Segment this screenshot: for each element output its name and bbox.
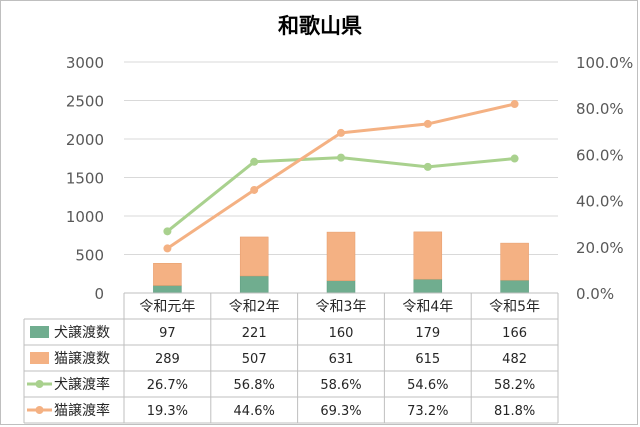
y-right-tick-label: 80.0% <box>576 100 624 118</box>
data-label: 221 <box>242 326 267 341</box>
y-left-tick-label: 3000 <box>66 54 104 72</box>
bar-dog-adoptions <box>239 275 269 294</box>
point-cat-rate <box>423 119 432 128</box>
bar-cat-adoptions <box>413 231 443 280</box>
data-label: 482 <box>502 352 527 367</box>
category-label: 令和3年 <box>316 299 367 315</box>
data-label: 69.3% <box>320 404 361 419</box>
category-label: 令和2年 <box>229 299 280 315</box>
data-label: 631 <box>329 352 354 367</box>
data-label: 26.7% <box>147 378 188 393</box>
line-dog-rate <box>166 156 515 233</box>
point-cat-rate <box>163 244 172 253</box>
bar-dog-adoptions <box>500 279 529 294</box>
y-left-tick-label: 0 <box>94 285 104 303</box>
legend-label: 猫譲渡率 <box>54 402 110 419</box>
point-dog-rate <box>163 227 172 236</box>
y-left-tick-label: 1000 <box>66 208 104 226</box>
legend-label: 犬譲渡数 <box>54 325 110 341</box>
y-left-tick-label: 2500 <box>66 93 104 111</box>
data-label: 97 <box>159 326 176 341</box>
category-label: 令和5年 <box>489 299 540 315</box>
data-label: 81.8% <box>494 404 535 419</box>
category-label: 令和元年 <box>139 299 195 315</box>
legend-key-point <box>35 406 44 414</box>
bar-dog-adoptions <box>326 280 356 294</box>
point-cat-rate <box>510 100 519 109</box>
bar-cat-adoptions <box>500 242 529 281</box>
bar-dog-adoptions <box>413 278 443 294</box>
y-right-tick-label: 40.0% <box>576 193 624 211</box>
data-label: 615 <box>415 352 440 367</box>
bar-cat-adoptions <box>239 236 269 277</box>
data-label: 56.8% <box>234 378 275 393</box>
data-label: 289 <box>155 352 180 367</box>
point-cat-rate <box>250 185 259 194</box>
data-label: 179 <box>415 326 440 341</box>
data-label: 58.2% <box>494 378 535 393</box>
point-dog-rate <box>250 157 259 166</box>
data-label: 73.2% <box>407 404 448 419</box>
y-left-tick-label: 2000 <box>66 131 104 149</box>
legend-label: 猫譲渡数 <box>54 351 110 367</box>
legend-key-bar <box>30 352 49 364</box>
line-cat-rate <box>166 102 515 250</box>
data-label: 507 <box>242 352 267 367</box>
y-right-tick-label: 0.0% <box>576 285 614 303</box>
legend-key-point <box>35 380 44 388</box>
y-right-tick-label: 100.0% <box>576 54 633 72</box>
data-label: 19.3% <box>147 404 188 419</box>
data-label: 54.6% <box>407 378 448 393</box>
point-dog-rate <box>510 154 519 163</box>
y-left-tick-label: 500 <box>75 247 104 265</box>
point-cat-rate <box>337 128 345 137</box>
point-dog-rate <box>337 153 345 162</box>
bar-cat-adoptions <box>153 263 182 286</box>
data-label: 58.6% <box>320 378 361 393</box>
bar-dog-adoptions <box>153 285 182 294</box>
legend-label: 犬譲渡率 <box>54 376 110 393</box>
chart-title: 和歌山県 <box>278 14 362 38</box>
y-right-tick-label: 60.0% <box>576 146 624 164</box>
data-label: 166 <box>502 326 527 341</box>
point-dog-rate <box>423 162 432 171</box>
data-label: 44.6% <box>234 404 275 419</box>
category-label: 令和4年 <box>402 299 453 315</box>
legend-key-bar <box>30 326 49 338</box>
bar-cat-adoptions <box>326 231 356 281</box>
y-right-tick-label: 20.0% <box>576 239 624 257</box>
data-label: 160 <box>329 326 354 341</box>
y-left-tick-label: 1500 <box>66 170 104 188</box>
